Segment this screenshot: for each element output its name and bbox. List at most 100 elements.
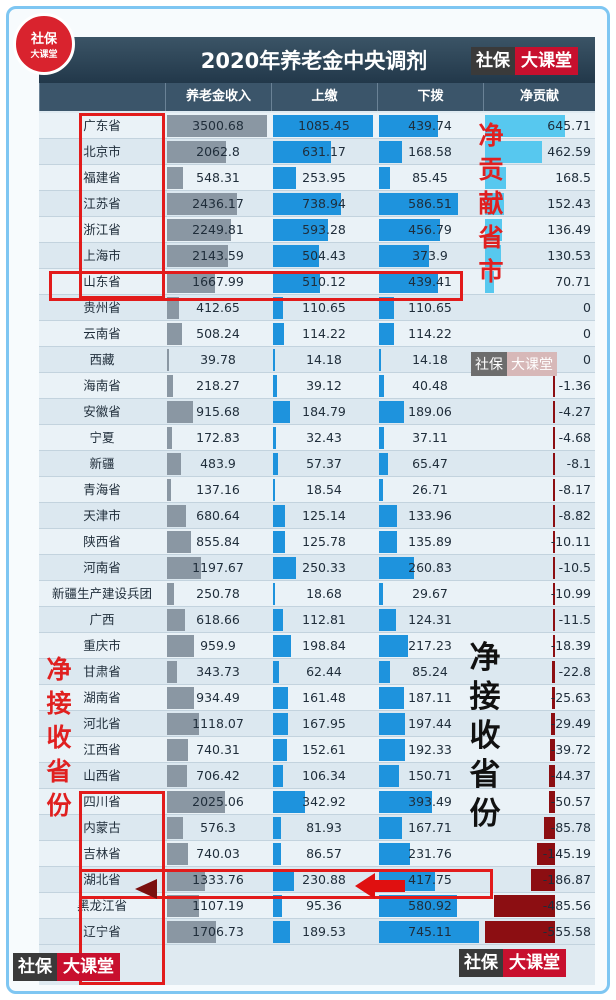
cell-up: 32.43 [271, 425, 377, 451]
bar-up [273, 193, 342, 215]
bar-down [379, 739, 405, 761]
value-label: 133.96 [408, 508, 452, 523]
value-label: 508.24 [196, 326, 240, 341]
cell-income: 934.49 [165, 685, 271, 711]
table-row: 西藏 39.78 14.18 14.18 0 [39, 347, 595, 373]
bar-income [167, 635, 195, 657]
value-label: 2062.8 [196, 144, 240, 159]
value-label: 河北省 [83, 716, 121, 731]
bar-net [536, 843, 555, 865]
bar-down [379, 817, 402, 839]
bar-income [167, 557, 202, 579]
bar-up [273, 349, 275, 371]
cell-name: 新疆生产建设兵团 [39, 581, 165, 607]
value-label: 70.71 [555, 274, 591, 289]
table-row: 宁夏 172.83 32.43 37.11 -4.68 [39, 425, 595, 451]
cell-net: -485.56 [483, 893, 595, 919]
cell-up: 342.92 [271, 789, 377, 815]
value-label: 2249.81 [192, 222, 244, 237]
bar-up [273, 479, 275, 501]
cell-net: -8.82 [483, 503, 595, 529]
value-label: 浙江省 [83, 222, 121, 237]
cell-income: 343.73 [165, 659, 271, 685]
bar-up [273, 843, 281, 865]
cell-income: 680.64 [165, 503, 271, 529]
watermark-part2: 大课堂 [507, 352, 557, 376]
cell-income: 172.83 [165, 425, 271, 451]
value-label: 吉林省 [83, 846, 121, 861]
bar-up [273, 271, 320, 293]
cell-down: 85.45 [377, 165, 483, 191]
value-label: 373.9 [412, 248, 448, 263]
table-row: 河南省 1197.67 250.33 260.83 -10.5 [39, 555, 595, 581]
cell-income: 1667.99 [165, 269, 271, 295]
value-label: 新疆 [89, 456, 115, 471]
cell-up: 167.95 [271, 711, 377, 737]
value-label: -85.78 [550, 820, 591, 835]
title-bar: 2020年养老金中央调剂 社保 大课堂 [39, 37, 595, 83]
cell-down: 114.22 [377, 321, 483, 347]
bar-income [167, 921, 216, 943]
cell-up: 39.12 [271, 373, 377, 399]
bar-net [549, 739, 555, 761]
value-label: 山东省 [83, 274, 121, 289]
cell-net: -50.57 [483, 789, 595, 815]
column-header-net: 净贡献 [483, 83, 595, 111]
value-label: 504.43 [302, 248, 346, 263]
cell-income: 250.78 [165, 581, 271, 607]
value-label: 2436.17 [192, 196, 244, 211]
value-label: 217.23 [408, 638, 452, 653]
value-label: -18.39 [550, 638, 591, 653]
bar-down [379, 661, 391, 683]
cell-net: -22.8 [483, 659, 595, 685]
brand-badge-bottom-right: 社保 大课堂 [459, 949, 566, 977]
cell-down: 135.89 [377, 529, 483, 555]
value-label: 14.18 [412, 352, 448, 367]
value-label: 3500.68 [192, 118, 244, 133]
cell-up: 57.37 [271, 451, 377, 477]
value-label: 62.44 [306, 664, 342, 679]
cell-name: 贵州省 [39, 295, 165, 321]
bar-down [379, 323, 395, 345]
value-label: 152.61 [302, 742, 346, 757]
bar-up [273, 531, 285, 553]
brand-watermark-mid: 社保 大课堂 [471, 352, 557, 376]
value-label: 934.49 [196, 690, 240, 705]
cell-name: 河北省 [39, 711, 165, 737]
cell-name: 重庆市 [39, 633, 165, 659]
brand-badge-top: 社保 大课堂 [471, 47, 578, 75]
cell-name: 北京市 [39, 139, 165, 165]
bar-up [273, 817, 281, 839]
value-label: 四川省 [83, 794, 121, 809]
bar-income [167, 609, 185, 631]
cell-up: 152.61 [271, 737, 377, 763]
cell-income: 1333.76 [165, 867, 271, 893]
value-label: 231.76 [408, 846, 452, 861]
value-label: 114.22 [408, 326, 452, 341]
value-label: 250.33 [302, 560, 346, 575]
cell-income: 2143.59 [165, 243, 271, 269]
cell-income: 740.03 [165, 841, 271, 867]
value-label: 40.48 [412, 378, 448, 393]
cell-down: 85.24 [377, 659, 483, 685]
value-label: 114.22 [302, 326, 346, 341]
cell-down: 197.44 [377, 711, 483, 737]
value-label: 462.59 [547, 144, 591, 159]
table-row: 河北省 1118.07 167.95 197.44 -29.49 [39, 711, 595, 737]
bar-net [485, 167, 506, 189]
cell-net: -25.63 [483, 685, 595, 711]
value-label: 253.95 [302, 170, 346, 185]
bar-up [273, 453, 279, 475]
bar-net [552, 661, 555, 683]
bar-up [273, 557, 297, 579]
value-label: 855.84 [196, 534, 240, 549]
bar-net [485, 193, 504, 215]
cell-net: 0 [483, 321, 595, 347]
bar-down [379, 401, 405, 423]
table-row: 青海省 137.16 18.54 26.71 -8.17 [39, 477, 595, 503]
arrow-left-red-icon [355, 873, 405, 899]
value-label: 260.83 [408, 560, 452, 575]
cell-net: -10.99 [483, 581, 595, 607]
bar-up [273, 609, 284, 631]
value-label: -29.49 [550, 716, 591, 731]
